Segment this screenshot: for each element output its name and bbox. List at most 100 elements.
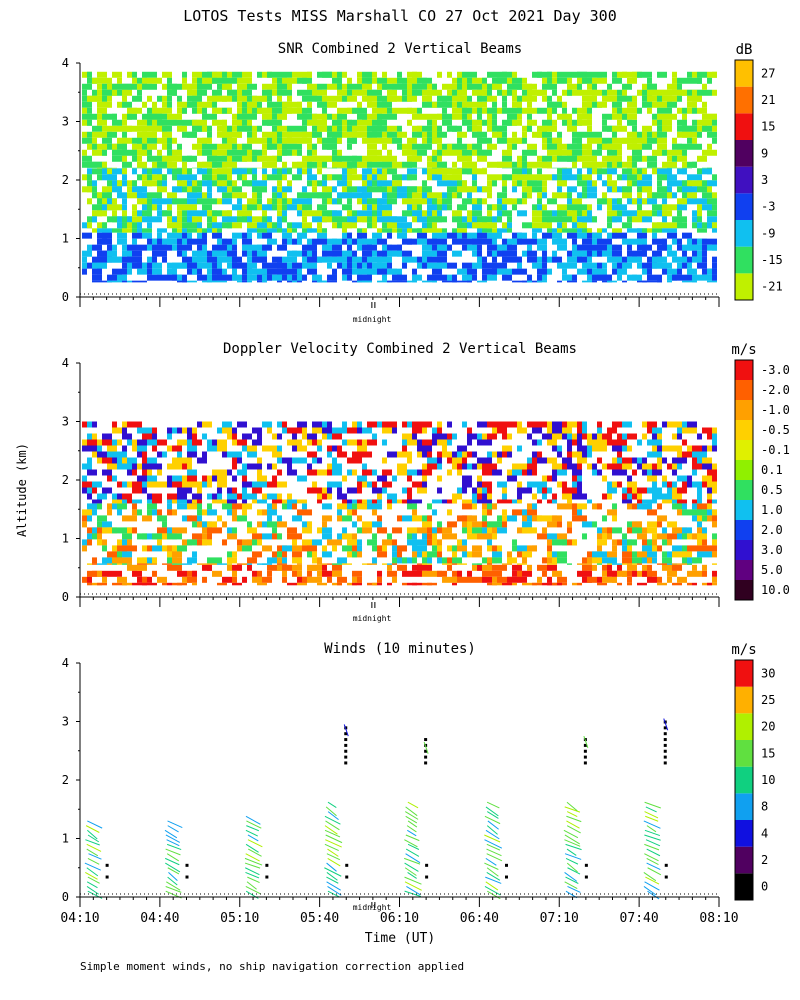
contour-cell [677,499,687,504]
contour-cell [372,107,382,114]
wind-barb [643,886,657,896]
contour-cell [227,533,237,540]
contour-cell [82,521,87,528]
contour-cell [267,274,272,281]
contour-cell [507,107,517,114]
contour-cell [122,433,132,440]
contour-cell [617,167,622,169]
contour-cell [352,95,357,102]
contour-cell [692,161,697,168]
contour-cell [572,238,577,245]
contour-cell [492,119,497,126]
contour-cell [247,280,252,283]
contour-cell [567,463,577,470]
contour-cell [427,451,432,458]
contour-cell [342,533,352,540]
contour-cell [182,545,187,552]
contour-cell [517,563,527,565]
wind-barb [646,848,661,857]
contour-cell [642,216,652,223]
contour-cell [532,232,537,239]
contour-cell [632,527,642,534]
colorbar-swatch [735,380,753,400]
contour-cell [262,280,267,283]
contour-cell [467,95,472,102]
contour-cell [222,95,232,102]
contour-cell [617,232,627,239]
contour-cell [232,463,237,470]
contour-cell [627,503,632,510]
contour-cell [712,244,717,251]
contour-cell [412,155,422,162]
missing-data-marker [663,743,667,747]
wind-barbs [84,718,669,900]
contour-cell [407,149,412,156]
contour-cell [517,445,522,452]
contour-cell [657,521,662,528]
contour-cell [307,469,317,476]
contour-cell [352,457,362,464]
wind-barb [324,815,341,825]
contour-cell [137,427,147,434]
contour-cell [707,186,712,193]
contour-cell [142,232,152,239]
contour-cell [397,463,407,470]
contour-cell [117,563,122,565]
contour-cell [562,582,567,586]
contour-cell [337,509,342,516]
contour-cell [627,481,637,488]
contour-cell [307,167,317,169]
contour-cell [702,256,707,263]
contour-cell [462,527,467,534]
contour-cell [162,576,167,583]
contour-cell [147,439,157,446]
wind-barb [486,801,500,809]
contour-cell [177,570,187,577]
y-tick-label: 4 [62,56,69,70]
contour-cell [337,77,342,84]
contour-cell [122,149,127,156]
wind-barb [485,857,497,866]
contour-cell [87,515,92,522]
contour-cell [617,198,622,205]
contour-cell [347,250,352,257]
contour-cell [562,268,567,275]
contour-cell [602,180,607,187]
contour-cell [212,210,222,217]
contour-cell [162,107,167,114]
contour-cell [372,232,382,239]
contour-cell [332,238,342,245]
contour-cell [227,168,232,175]
colorbar-frame [734,59,754,301]
contour-cell [167,155,172,162]
doppler-contour-fill [82,421,717,586]
contour-cell [262,533,272,540]
contour-cell [102,149,107,156]
contour-cell [302,113,307,120]
contour-cell [282,545,292,552]
contour-cell [427,564,432,571]
contour-cell [332,71,337,78]
contour-cell [652,113,657,120]
contour-cell [672,545,682,552]
contour-cell [517,421,522,428]
contour-cell [557,222,562,229]
contour-cell [222,256,227,263]
contour-cell [382,107,387,114]
contour-cell [207,563,217,565]
contour-cell [277,493,282,500]
contour-cell [712,539,717,546]
contour-cell [552,167,557,169]
contour-cell [702,551,712,558]
contour-cell [127,463,132,470]
contour-cell [332,457,337,464]
contour-cell [542,262,547,269]
contour-cell [187,204,197,211]
contour-cell [357,451,362,458]
contour-cell [437,274,447,281]
contour-cell [417,131,422,138]
contour-cell [542,570,547,577]
contour-cell [587,192,597,199]
contour-cell [667,192,672,199]
wind-barb [87,820,103,829]
